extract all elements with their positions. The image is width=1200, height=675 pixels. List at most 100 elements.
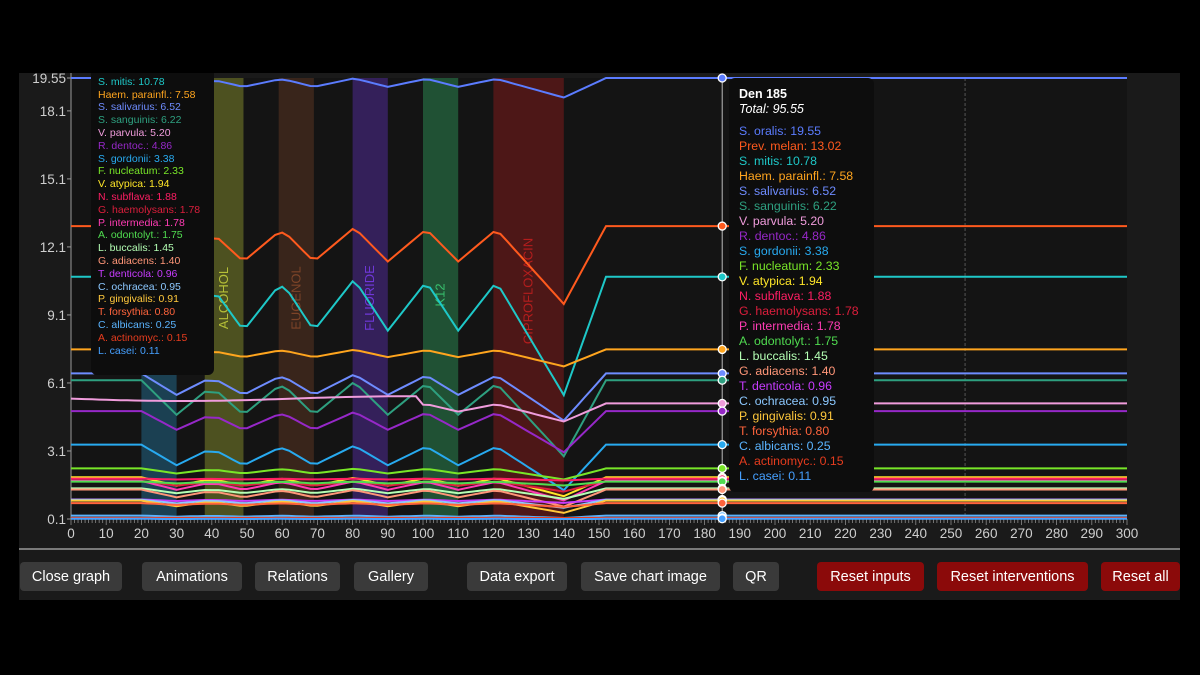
x-tick-label: 90	[380, 526, 395, 541]
reset-all-button[interactable]: Reset all	[1101, 562, 1180, 591]
x-tick-label: 170	[658, 526, 681, 541]
intervention-label: FLUORIDE	[362, 265, 377, 331]
cursor-point	[717, 514, 727, 524]
cursor-point	[717, 439, 727, 450]
tooltip-entry: A. actinomyc.: 0.15	[739, 454, 844, 468]
x-tick-label: 50	[239, 526, 254, 541]
legend-entry: V. atypica: 1.94	[98, 178, 170, 191]
legend-entry: P. intermedia: 1.78	[98, 216, 185, 229]
series-line	[71, 502, 1127, 508]
x-tick-label: 0	[67, 526, 75, 541]
tooltip-entry: G. adiacens: 1.40	[739, 364, 836, 378]
y-tick-label: 9.1	[47, 308, 66, 323]
series-line	[71, 477, 1127, 482]
legend-entry: N. subflava: 1.88	[98, 190, 177, 203]
y-tick-label: 6.1	[47, 376, 66, 391]
series-line	[70, 395, 1127, 423]
reset-inputs-button[interactable]: Reset inputs	[817, 562, 924, 591]
reset-interventions-button[interactable]: Reset interventions	[937, 562, 1088, 591]
series-line	[71, 443, 1127, 492]
y-tick-label: 18.1	[40, 104, 66, 119]
cursor-point	[717, 344, 727, 355]
x-tick-label: 100	[412, 526, 435, 541]
relations-button[interactable]: Relations	[255, 562, 340, 591]
data-export-button[interactable]: Data export	[467, 562, 567, 591]
cursor-point	[717, 406, 727, 416]
tooltip-entry: Prev. melan: 13.02	[739, 139, 842, 153]
cursor-point	[717, 272, 727, 282]
x-tick-label: 290	[1081, 526, 1104, 541]
tooltip-entry: S. mitis: 10.78	[739, 154, 817, 168]
legend-entry: T. forsythia: 0.80	[98, 306, 176, 319]
cursor-point	[717, 73, 727, 83]
divider	[19, 548, 1180, 550]
x-tick-label: 260	[975, 526, 998, 541]
legend-entry: V. parvula: 5.20	[98, 126, 171, 139]
x-tick-label: 130	[517, 526, 540, 541]
legend-entry: G. haemolysans: 1.78	[98, 203, 201, 216]
x-tick-label: 30	[169, 526, 184, 541]
series-line	[71, 488, 1127, 508]
x-tick-label: 80	[345, 526, 360, 541]
qr-button[interactable]: QR	[733, 562, 779, 591]
tooltip-title: Den 185	[739, 87, 787, 101]
tooltip-entry: S. oralis: 19.55	[739, 124, 822, 138]
tooltip-entry: A. odontolyt.: 1.75	[739, 334, 839, 348]
save-chart-image-button[interactable]: Save chart image	[581, 562, 720, 591]
cursor-point	[717, 498, 727, 508]
y-tick-label: 0.1	[47, 512, 66, 527]
legend-entry: L. buccalis: 1.45	[98, 242, 174, 255]
series-line	[71, 487, 1127, 500]
series-line	[71, 514, 1127, 520]
graph-panel: ALCOHOL EUGENOL FLUORIDE K12 CIPROFLOXACIN 0 1…	[19, 73, 1180, 600]
legend-entry: S. gordonii: 3.38	[98, 152, 175, 165]
tooltip-entry: N. subflava: 1.88	[739, 289, 832, 303]
legend-entry: L. casei: 0.11	[98, 344, 160, 357]
x-tick-label: 20	[134, 526, 149, 541]
tooltip-entry: S. salivarius: 6.52	[739, 184, 837, 198]
legend-entry: Haem. parainfl.: 7.58	[98, 88, 196, 101]
cursor-point	[717, 484, 727, 495]
legend-entry: A. actinomyc.: 0.15	[98, 331, 188, 344]
series-line	[71, 410, 1127, 454]
intervention-label: K12	[433, 283, 448, 306]
x-tick-label: 200	[764, 526, 787, 541]
gallery-button[interactable]: Gallery	[354, 562, 428, 591]
x-tick-label: 230	[869, 526, 892, 541]
tooltip-entry: G. haemolysans: 1.78	[739, 304, 859, 318]
tooltip-entry: P. gingivalis: 0.91	[739, 409, 834, 423]
legend-entry: P. gingivalis: 0.91	[98, 293, 179, 306]
toolbar: Close graph Animations Relations Gallery…	[19, 561, 1180, 593]
x-tick-label: 120	[482, 526, 505, 541]
y-tick-label: 15.1	[40, 172, 66, 187]
series-line	[71, 225, 1127, 306]
series-line	[71, 77, 1127, 99]
legend-entry: R. dentoc.: 4.86	[98, 139, 173, 152]
tooltip-entry: T. forsythia: 0.80	[739, 424, 830, 438]
x-tick-label: 40	[204, 526, 219, 541]
x-tick-label: 110	[447, 526, 469, 541]
tooltip-total: Total: 95.55	[739, 102, 804, 116]
x-tick-label: 240	[905, 526, 928, 541]
intervention-band	[352, 78, 388, 519]
series-line	[71, 467, 1127, 481]
tooltip-entry: V. atypica: 1.94	[739, 274, 823, 288]
day-tooltip: Den 185 Total: 95.55 S. oralis: 19.55 Pre…	[729, 78, 874, 492]
legend-entry: S. sanguinis: 6.22	[98, 114, 182, 127]
cursor-point	[717, 398, 727, 409]
legend-entry: S. salivarius: 6.52	[98, 101, 181, 114]
legend-entry: G. adiacens: 1.40	[98, 254, 181, 267]
x-tick-label: 300	[1116, 526, 1139, 541]
x-tick-label: 70	[310, 526, 325, 541]
tooltip-entry: F. nucleatum: 2.33	[739, 259, 840, 273]
intervention-band	[423, 78, 459, 519]
tooltip-entry: R. dentoc.: 4.86	[739, 229, 826, 243]
legend-entry: T. denticola: 0.96	[98, 267, 178, 280]
animations-button[interactable]: Animations	[142, 562, 242, 591]
tooltip-entry: S. sanguinis: 6.22	[739, 199, 837, 213]
series-line	[71, 275, 1127, 398]
tooltip-entry: T. denticola: 0.96	[739, 379, 832, 393]
series-line	[71, 348, 1127, 368]
tooltip-entry: L. buccalis: 1.45	[739, 349, 828, 363]
close-graph-button[interactable]: Close graph	[20, 562, 122, 591]
